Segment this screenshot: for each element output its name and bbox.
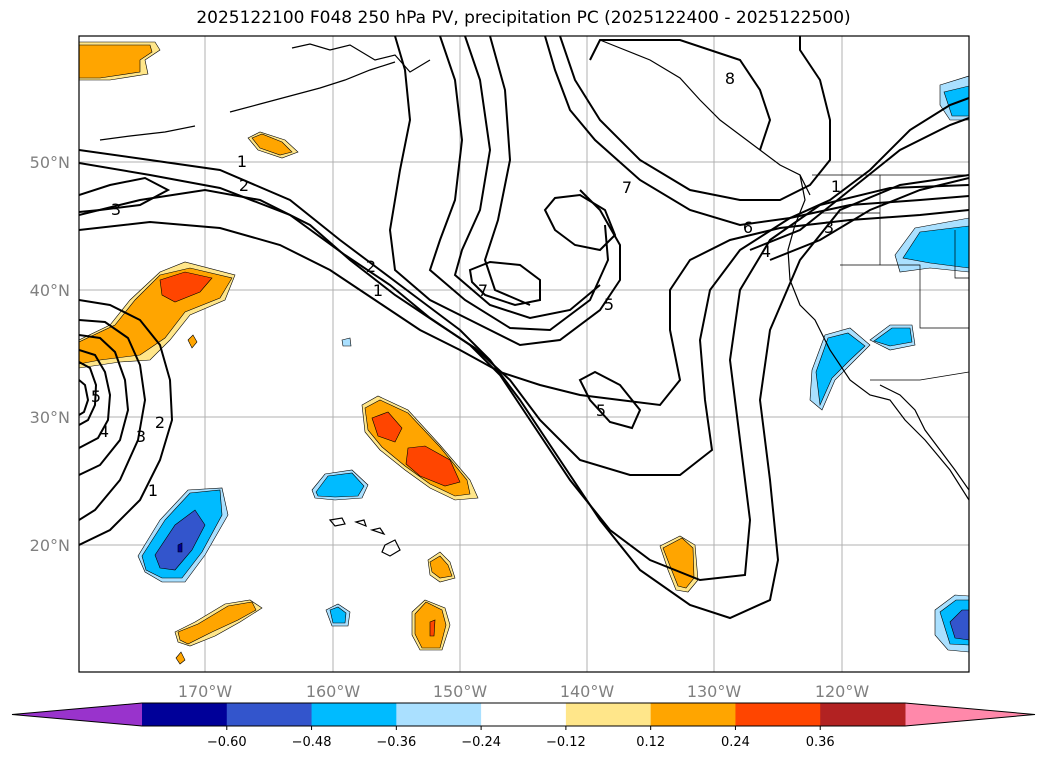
colorbar-tick-label: 0.24 — [721, 735, 750, 750]
contour-label: 4 — [99, 422, 109, 441]
contour-label: 1 — [148, 481, 158, 500]
colorbar-segment — [396, 703, 482, 726]
colorbar-tick-label: −0.60 — [207, 735, 247, 750]
lon-label-130w: 130°W — [687, 682, 742, 701]
lat-label-50n: 50°N — [30, 153, 70, 172]
contour-label: 3 — [111, 200, 121, 219]
colorbar-outline — [11, 702, 1036, 727]
lon-label-160w: 160°W — [306, 682, 361, 701]
map-title: 2025122100 F048 250 hPa PV, precipitatio… — [196, 8, 851, 28]
graticule — [79, 36, 969, 672]
colorbar-tick-label: −0.36 — [376, 735, 416, 750]
contour-label: 4 — [761, 242, 771, 261]
contour-label: 5 — [596, 401, 606, 420]
colorbar-segment — [650, 703, 736, 726]
colorbar-tick-label: 0.12 — [636, 735, 665, 750]
contour-label: 3 — [824, 218, 834, 237]
pv-contours — [79, 36, 969, 620]
colorbar-segment — [820, 703, 906, 726]
colorbar-extend-high — [905, 703, 1035, 726]
precip-positive-areas — [79, 41, 699, 665]
contour-label: 1 — [373, 281, 383, 300]
contour-label: 1 — [237, 152, 247, 171]
contour-label: 5 — [604, 295, 614, 314]
colorbar-tick-label: −0.24 — [461, 735, 501, 750]
lon-label-140w: 140°W — [560, 682, 615, 701]
colorbar-segment — [142, 703, 228, 726]
contour-label: 7 — [478, 281, 488, 300]
contour-label: 6 — [743, 218, 753, 237]
contour-label: 5 — [91, 387, 101, 406]
contour-label: 3 — [136, 427, 146, 446]
colorbar-extend-low — [12, 703, 142, 726]
lon-label-150w: 150°W — [433, 682, 488, 701]
colorbar-segment — [565, 703, 652, 726]
lon-label-170w: 170°W — [178, 682, 233, 701]
colorbar-tick-label: 0.36 — [806, 735, 835, 750]
lat-label-20n: 20°N — [30, 536, 70, 555]
lon-label-120w: 120°W — [815, 682, 870, 701]
lat-label-40n: 40°N — [30, 281, 70, 300]
colorbar-segment — [311, 703, 397, 726]
contour-label: 8 — [725, 69, 735, 88]
contour-label: 7 — [622, 178, 632, 197]
contour-label: 2 — [366, 257, 376, 276]
colorbar-segment — [735, 703, 821, 726]
colorbar-segment — [226, 703, 313, 726]
colorbar: −0.60 −0.48 −0.36 −0.24 −0.12 0.12 0.24 0.36 — [11, 702, 1036, 750]
colorbar-tick-label: −0.12 — [546, 735, 586, 750]
contour-label: 1 — [831, 177, 841, 196]
contour-label: 2 — [155, 413, 165, 432]
precip-negative-areas — [137, 75, 969, 653]
longitude-labels: 170°W 160°W 150°W 140°W 130°W 120°W — [178, 682, 870, 701]
latitude-labels: 50°N 40°N 30°N 20°N — [30, 153, 70, 555]
map-frame — [78, 35, 970, 673]
colorbar-segment — [481, 703, 567, 726]
contour-labels: 1 2 3 2 1 7 5 7 5 8 7 6 4 3 1 5 4 3 2 1 — [91, 69, 841, 500]
lat-label-30n: 30°N — [30, 408, 70, 427]
contour-label: 2 — [239, 176, 249, 195]
colorbar-tick-label: −0.48 — [292, 735, 332, 750]
